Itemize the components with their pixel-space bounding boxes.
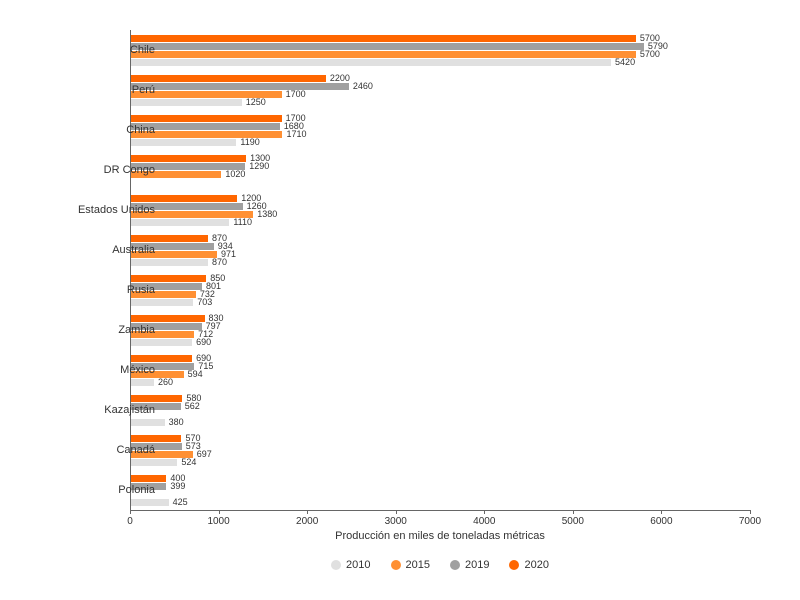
bar-value-label: 5420 (615, 59, 635, 66)
bar (131, 355, 192, 362)
bar (131, 339, 192, 346)
bar (131, 275, 206, 282)
country-label: Rusia (55, 284, 155, 296)
legend-item: 2020 (509, 559, 548, 571)
country-label: China (55, 124, 155, 136)
country-label: México (55, 364, 155, 376)
bar-value-label: 870 (212, 259, 227, 266)
bar (131, 139, 236, 146)
legend-item: 2010 (331, 559, 370, 571)
bar (131, 195, 237, 202)
legend-dot-icon (331, 560, 341, 570)
country-label: Canadá (55, 444, 155, 456)
x-tick-label: 6000 (650, 516, 672, 527)
bar-value-label: 697 (197, 451, 212, 458)
legend-label: 2010 (346, 559, 370, 571)
bar (131, 259, 208, 266)
country-label: DR Congo (55, 164, 155, 176)
bar-value-label: 2460 (353, 83, 373, 90)
bar (131, 83, 349, 90)
bar-value-label: 1250 (246, 99, 266, 106)
legend-label: 2019 (465, 559, 489, 571)
bar (131, 115, 282, 122)
bar (131, 315, 205, 322)
bar (131, 499, 169, 506)
bar-value-label: 703 (197, 299, 212, 306)
bar-value-label: 1190 (240, 139, 259, 146)
country-label: Polonia (55, 484, 155, 496)
bar (131, 379, 154, 386)
bar (131, 75, 326, 82)
legend-label: 2020 (524, 559, 548, 571)
x-tick-label: 2000 (296, 516, 318, 527)
bar-value-label: 260 (158, 379, 173, 386)
bar (131, 459, 177, 466)
legend-dot-icon (509, 560, 519, 570)
bar-value-label: 1110 (233, 219, 252, 226)
country-label: Estados Unidos (55, 204, 155, 216)
x-tick-label: 0 (127, 516, 133, 527)
bar-value-label: 524 (181, 459, 196, 466)
country-label: Australia (55, 244, 155, 256)
bar (131, 299, 193, 306)
bar (131, 51, 636, 58)
x-tick-label: 3000 (385, 516, 407, 527)
bar-value-label: 1700 (286, 91, 306, 98)
bar-value-label: 425 (173, 499, 188, 506)
bar-value-label: 380 (169, 419, 184, 426)
bar (131, 99, 242, 106)
bar-value-label: 1290 (249, 163, 269, 170)
bar (131, 35, 636, 42)
bar-value-label: 1380 (257, 211, 277, 218)
x-tick-label: 1000 (207, 516, 229, 527)
bar-value-label: 562 (185, 403, 200, 410)
bar (131, 419, 165, 426)
bar-value-label: 1020 (225, 171, 245, 178)
x-tick-label: 7000 (739, 516, 761, 527)
x-axis-label: Producción en miles de toneladas métrica… (130, 530, 750, 542)
plot-area: 5700579057005420220024601700125017001680… (130, 30, 751, 511)
legend-dot-icon (391, 560, 401, 570)
country-label: Kazajistán (55, 404, 155, 416)
x-tick-label: 5000 (562, 516, 584, 527)
bar-value-label: 399 (170, 483, 185, 490)
legend-item: 2015 (391, 559, 430, 571)
bar (131, 43, 644, 50)
bar-value-label: 690 (196, 339, 211, 346)
legend-item: 2019 (450, 559, 489, 571)
bar (131, 59, 611, 66)
x-tick-label: 4000 (473, 516, 495, 527)
bar (131, 475, 166, 482)
bar-value-label: 594 (188, 371, 203, 378)
country-label: Chile (55, 44, 155, 56)
bar-value-label: 5700 (640, 51, 660, 58)
bar (131, 395, 182, 402)
bar (131, 219, 229, 226)
country-label: Perú (55, 84, 155, 96)
country-label: Zambia (55, 324, 155, 336)
legend: 2010 2015 2019 2020 (130, 555, 750, 573)
bar (131, 435, 181, 442)
bar (131, 155, 246, 162)
legend-dot-icon (450, 560, 460, 570)
bar-value-label: 1710 (286, 131, 306, 138)
bar (131, 235, 208, 242)
bar-value-label: 2200 (330, 75, 350, 82)
chart-container: 5700579057005420220024601700125017001680… (20, 20, 780, 580)
legend-label: 2015 (406, 559, 430, 571)
